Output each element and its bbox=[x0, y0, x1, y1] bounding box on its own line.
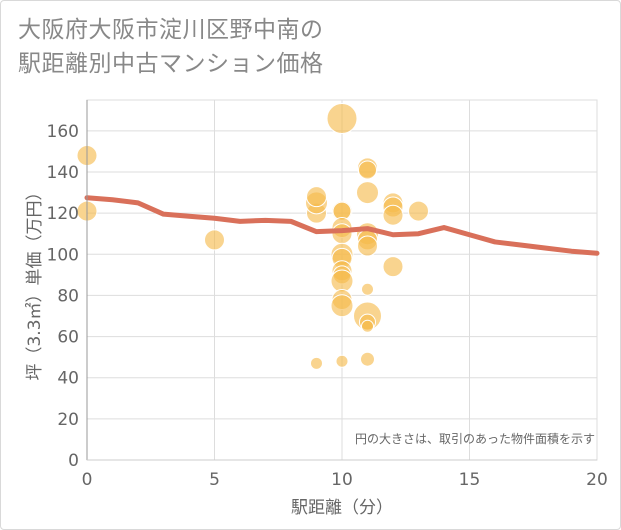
chart-title-line-2: 駅距離別中古マンション価格 bbox=[18, 51, 324, 77]
y-tick-label-40: 40 bbox=[57, 369, 79, 389]
y-axis-title: 坪（3.3㎡）単価（万円） bbox=[25, 183, 45, 380]
trend-line bbox=[84, 195, 600, 256]
x-tick-label-5: 5 bbox=[209, 470, 220, 490]
bubble-18 bbox=[330, 294, 354, 318]
bubble-layer bbox=[76, 103, 429, 370]
x-axis-title: 駅距離（分） bbox=[291, 498, 393, 518]
y-tick-label-120: 120 bbox=[47, 204, 79, 224]
y-tick-label-80: 80 bbox=[57, 286, 79, 306]
bubble-35 bbox=[408, 200, 429, 222]
bubble-25 bbox=[357, 235, 378, 257]
x-tick-label-20: 20 bbox=[586, 470, 608, 490]
chart-title: 大阪府大阪市淀川区野中南の 駅距離別中古マンション価格 bbox=[18, 13, 324, 81]
chart-title-line-1: 大阪府大阪市淀川区野中南の bbox=[18, 17, 324, 43]
axes: 0 20 40 60 80 100 120 140 160 0 5 10 15 20 bbox=[47, 100, 608, 490]
bubble-29 bbox=[361, 319, 374, 333]
bubble-33 bbox=[382, 204, 404, 226]
bubble-26 bbox=[361, 282, 374, 296]
y-tick-label-160: 160 bbox=[47, 122, 79, 142]
bubble-30 bbox=[360, 351, 375, 367]
bubble-34 bbox=[382, 256, 404, 278]
bubble-16 bbox=[330, 269, 354, 293]
x-tick-label-15: 15 bbox=[459, 470, 481, 490]
y-tick-label-20: 20 bbox=[57, 410, 79, 430]
bubble-2 bbox=[204, 229, 225, 251]
bubble-21 bbox=[358, 160, 377, 180]
trend-layer bbox=[84, 195, 600, 256]
size-annotation: 円の大きさは、取引のあった物件面積を示す bbox=[355, 431, 595, 446]
bubble-7 bbox=[326, 103, 358, 135]
bubble-3 bbox=[310, 356, 323, 370]
bubble-22 bbox=[356, 181, 379, 205]
bubble-11 bbox=[331, 223, 353, 245]
y-tick-label-140: 140 bbox=[47, 163, 79, 183]
bubble-6 bbox=[306, 186, 327, 208]
y-tick-label-0: 0 bbox=[68, 451, 79, 471]
x-tick-label-10: 10 bbox=[331, 470, 353, 490]
x-tick-label-0: 0 bbox=[82, 470, 93, 490]
bubble-19 bbox=[335, 354, 349, 368]
y-tick-label-100: 100 bbox=[47, 245, 79, 265]
y-tick-label-60: 60 bbox=[57, 328, 79, 348]
